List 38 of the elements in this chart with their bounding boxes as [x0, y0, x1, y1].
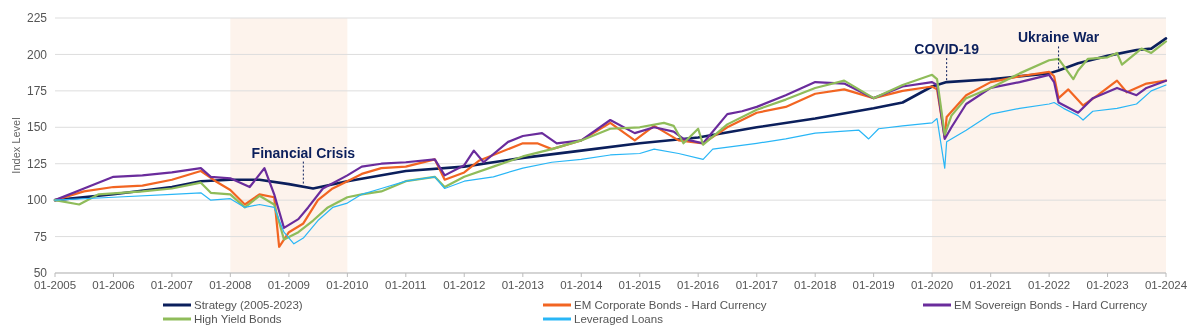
y-tick-label: 150: [26, 120, 48, 135]
annotation: Ukraine War: [1017, 29, 1100, 46]
x-tick-label: 01-2017: [735, 279, 778, 291]
legend-label: High Yield Bonds: [194, 313, 282, 326]
x-tick-label: 01-2008: [209, 279, 252, 291]
x-tick-label: 01-2013: [501, 279, 544, 291]
annotation: Financial Crisis: [251, 144, 356, 161]
y-axis-title: Index Level: [10, 117, 22, 174]
legend-label: EM Corporate Bonds - Hard Currency: [574, 299, 767, 312]
y-tick-label: 100: [26, 193, 48, 208]
x-tick-label: 01-2022: [1028, 279, 1071, 291]
y-tick-label: 200: [26, 47, 48, 62]
x-tick-label: 01-2010: [326, 279, 369, 291]
y-tick-label: 75: [33, 229, 48, 244]
legend-label: Strategy (2005-2023): [194, 299, 303, 312]
y-tick-label: 50: [33, 266, 48, 281]
x-tick-label: 01-2015: [618, 279, 661, 291]
legend-label: EM Sovereign Bonds - Hard Currency: [954, 299, 1148, 312]
x-tick-label: 01-2005: [33, 279, 77, 291]
x-tick-label: 01-2007: [150, 279, 193, 291]
legend-label: Leveraged Loans: [574, 313, 664, 326]
x-tick-label: 01-2006: [92, 279, 135, 291]
y-tick-label: 175: [26, 84, 48, 99]
x-tick-label: 01-2024: [1144, 279, 1188, 291]
y-tick-label: 125: [26, 156, 48, 171]
x-tick-label: 01-2019: [852, 279, 895, 291]
x-tick-label: 01-2014: [560, 279, 603, 291]
line-series: [53, 40, 1168, 241]
y-tick-label: 225: [26, 11, 48, 26]
x-tick-label: 01-2016: [677, 279, 720, 291]
x-tick-label: 01-2023: [1086, 279, 1129, 291]
x-tick-label: 01-2021: [969, 279, 1012, 291]
x-tick-label: 01-2018: [794, 279, 837, 291]
x-tick-label: 01-2011: [385, 279, 427, 291]
x-tick-label: 01-2009: [267, 279, 311, 291]
x-tick-label: 01-2012: [443, 279, 486, 291]
annotation: COVID-19: [914, 41, 980, 58]
x-tick-label: 01-2020: [910, 279, 954, 291]
